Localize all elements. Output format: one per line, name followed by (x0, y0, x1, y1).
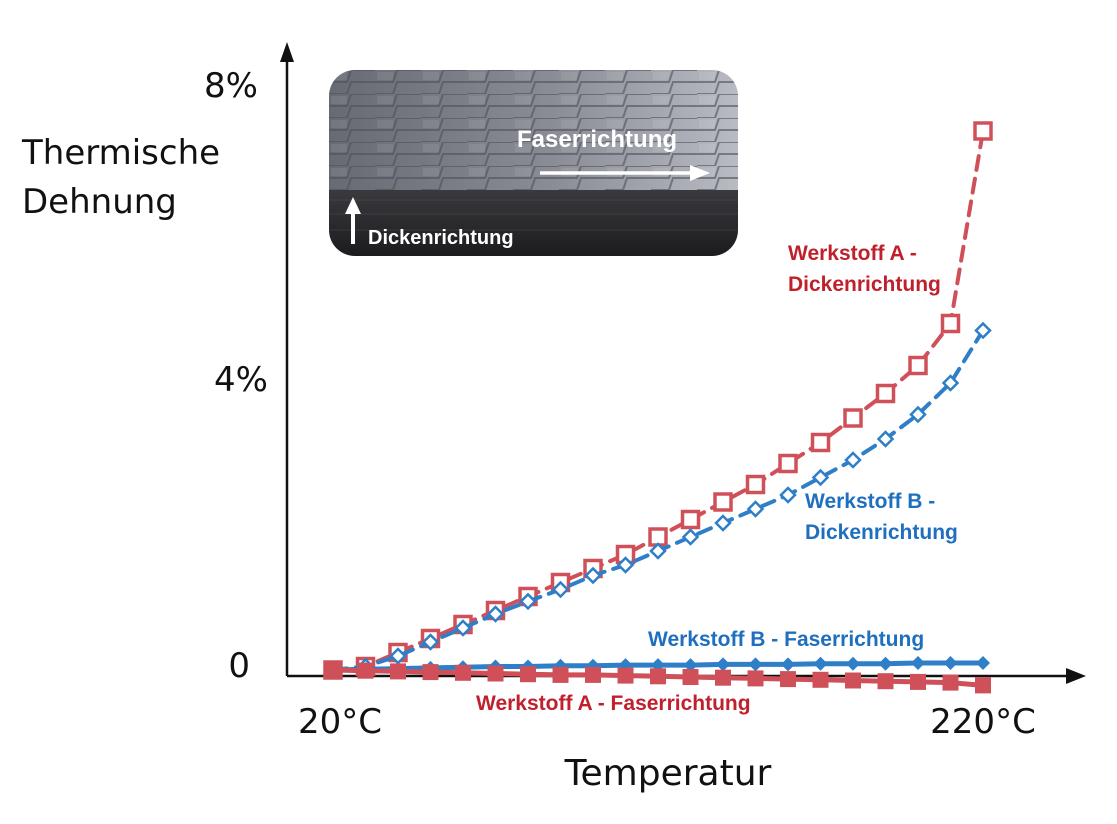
y-tick-label-0: 0 (228, 646, 250, 686)
data-point (845, 672, 861, 689)
data-point (778, 453, 798, 474)
fiber-direction-arrow-head (690, 165, 710, 181)
data-point (357, 662, 374, 679)
data-point (486, 605, 505, 623)
annotation-b-faser: Werkstoff B - Faserrichtung (648, 628, 924, 651)
data-point (584, 566, 602, 585)
data-point (454, 619, 472, 637)
annotation-b-dicken-line-2: Dickenrichtung (805, 521, 958, 544)
data-point (844, 451, 862, 469)
data-point (715, 669, 731, 686)
x-axis-label: Temperatur (564, 753, 772, 794)
series-annotations: Werkstoff A - Dickenrichtung Werkstoff B… (476, 242, 958, 715)
annotation-b-dicken-line-1: Werkstoff B - (805, 490, 935, 513)
data-point (878, 656, 893, 671)
x-axis-arrow (1066, 668, 1086, 684)
data-point (779, 486, 797, 504)
data-point (552, 666, 569, 683)
inset-photo: Faserrichtung Dickenrichtung (329, 70, 738, 256)
data-point (716, 657, 730, 672)
data-point (745, 474, 766, 495)
data-point (813, 656, 828, 671)
x-tick-label-220: 220°C (930, 702, 1036, 742)
data-point (680, 509, 701, 530)
y-axis-label-line-2: Dehnung (22, 182, 177, 222)
data-point (976, 656, 990, 670)
data-point (975, 677, 991, 694)
annotation-a-dicken-line-1: Werkstoff A - (788, 242, 917, 265)
data-point (810, 432, 831, 453)
data-point (390, 663, 406, 680)
data-point (943, 656, 958, 670)
data-point (519, 592, 537, 611)
fiber-direction-label: Faserrichtung (517, 126, 677, 153)
data-point (811, 468, 830, 487)
data-point (780, 671, 796, 688)
data-point (940, 313, 961, 334)
annotation-a-dicken-line-2: Dickenrichtung (788, 273, 941, 296)
data-point (325, 662, 341, 678)
data-point (714, 514, 732, 532)
data-point (421, 633, 440, 651)
data-point (520, 666, 536, 683)
data-point (973, 121, 993, 141)
data-point (585, 666, 601, 683)
data-point (910, 673, 926, 690)
data-point (487, 665, 504, 682)
data-point (781, 657, 795, 672)
data-point (422, 664, 439, 681)
data-point (713, 492, 733, 512)
series-werkstoff-b-dickenrichtung (324, 321, 992, 679)
data-point (616, 556, 635, 574)
data-point (617, 667, 634, 684)
data-point (974, 321, 992, 340)
data-point (747, 670, 764, 687)
data-point (909, 405, 927, 424)
data-point (877, 673, 894, 690)
data-point (843, 408, 863, 428)
data-point (683, 658, 698, 673)
data-point (455, 664, 471, 681)
data-point (846, 656, 860, 671)
data-point (911, 656, 925, 670)
data-point (908, 355, 928, 376)
thickness-direction-label: Dickenrichtung (368, 227, 514, 249)
y-tick-label-8: 8% (204, 66, 258, 106)
data-point (746, 500, 765, 518)
data-point (941, 374, 960, 392)
thickness-direction-arrow-head (345, 197, 361, 214)
data-point (551, 580, 570, 599)
data-point (649, 542, 667, 560)
data-point (650, 668, 666, 685)
data-point (812, 671, 829, 688)
inset-cross-section (329, 190, 738, 256)
series-werkstoff-a-faserrichtung (325, 662, 991, 694)
annotation-a-faser: Werkstoff A - Faserrichtung (476, 692, 751, 715)
y-tick-label-4: 4% (214, 360, 268, 400)
data-point (682, 669, 699, 685)
series-layer (323, 121, 993, 694)
y-axis-label-line-1: Thermische (21, 133, 220, 173)
data-point (681, 528, 700, 546)
data-point (875, 383, 896, 404)
y-axis-arrow (280, 42, 294, 62)
data-point (876, 430, 895, 448)
data-point (748, 657, 763, 672)
x-tick-label-20: 20°C (298, 702, 382, 742)
data-point (942, 674, 959, 691)
